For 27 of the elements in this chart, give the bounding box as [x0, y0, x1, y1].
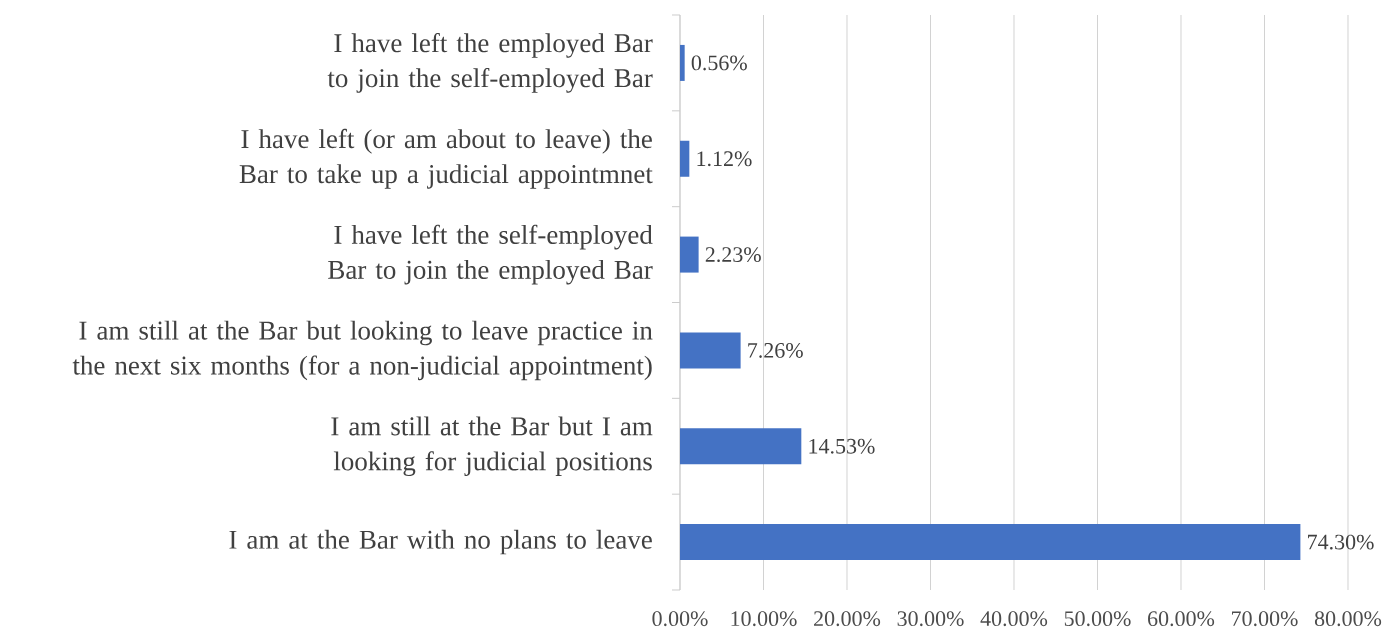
x-tick-label: 70.00%	[1232, 611, 1298, 627]
bar	[679, 140, 690, 177]
data-label: 14.53%	[809, 438, 875, 454]
y-tick-label: I have left (or am about to leave) the Bar to take up a judicial appointmnet	[239, 128, 653, 189]
bar	[679, 428, 802, 465]
x-tick-label: 30.00%	[897, 611, 964, 627]
x-tick-label: 0.00%	[652, 611, 708, 627]
bar	[679, 44, 685, 81]
x-tick-label: 20.00%	[814, 611, 881, 627]
y-tick-label: I am at the Bar with no plans to leave	[229, 529, 652, 555]
bar	[679, 236, 699, 273]
x-tick-label: 50.00%	[1064, 611, 1131, 627]
data-label: 7.26%	[748, 342, 803, 358]
y-tick-label: I am still at the Bar but looking to leave practice in the next six months (for a non-judicial appointment)	[72, 320, 653, 381]
data-label: 74.30%	[1308, 534, 1374, 550]
y-tick-label: I have left the employed Bar to join the self-employed Bar	[327, 33, 653, 93]
data-label: 0.56%	[691, 55, 747, 71]
data-label: 2.23%	[705, 247, 761, 263]
y-tick-label: I have left the self-employed Bar to join the employed Bar	[328, 224, 653, 285]
data-label: 1.12%	[697, 151, 752, 167]
x-tick-label: 40.00%	[980, 611, 1048, 627]
bar	[679, 524, 1301, 561]
y-tick-label: I am still at the Bar but I am looking for judicial positions	[331, 416, 653, 477]
x-tick-label: 80.00%	[1314, 611, 1382, 627]
x-tick-label: 10.00%	[731, 611, 797, 627]
x-tick-label: 60.00%	[1148, 611, 1215, 627]
bar	[679, 332, 741, 369]
